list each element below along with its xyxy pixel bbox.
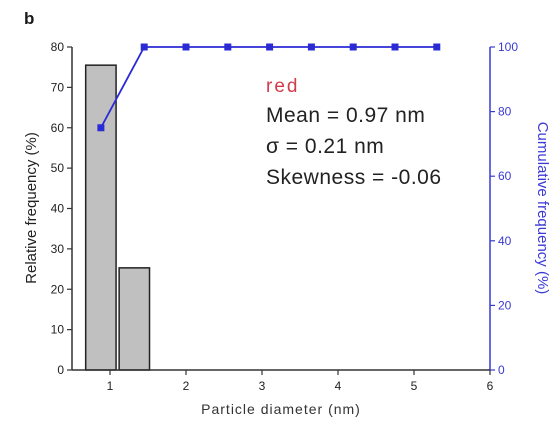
x-axis-label: Particle diameter (nm) — [201, 401, 361, 417]
cumulative-point — [140, 43, 148, 51]
histogram-bar — [84, 64, 117, 371]
y-tick-label: 50 — [51, 161, 65, 175]
panel-label: b — [24, 9, 34, 28]
x-tick-label: 6 — [487, 379, 494, 393]
x-tick-label: 5 — [411, 379, 418, 393]
y-tick-label: 40 — [51, 202, 65, 216]
annotation-mean: Mean = 0.97 nm — [266, 104, 425, 127]
y2-tick-label: 40 — [498, 234, 512, 248]
y2-tick-label: 20 — [498, 298, 512, 312]
cumulative-point — [307, 43, 315, 51]
y-tick-label: 70 — [51, 80, 65, 94]
y-tick-label: 60 — [51, 121, 65, 135]
cumulative-point — [433, 43, 441, 51]
x-tick-label: 2 — [183, 379, 190, 393]
cumulative-point — [97, 124, 105, 132]
y2-tick-label: 60 — [498, 169, 512, 183]
cumulative-layer — [97, 43, 441, 132]
y-tick-label: 10 — [51, 323, 65, 337]
y2-axis-label: Cumulative frequency (%) — [534, 122, 551, 295]
bars-layer — [84, 64, 151, 371]
annotation-sigma: σ = 0.21 nm — [266, 135, 384, 158]
y-tick-label: 30 — [51, 242, 65, 256]
annotation-sample: red — [266, 76, 299, 97]
y2-tick-label: 80 — [498, 105, 512, 119]
ticks-layer: 0 10 20 30 40 50 60 70 80 0 20 40 60 80 100 1 2 3 4 5 6 — [51, 40, 519, 393]
cumulative-point — [266, 43, 274, 51]
y-axis-label: Relative frequency (%) — [23, 132, 40, 284]
y-tick-label: 0 — [57, 363, 64, 377]
x-tick-label: 4 — [335, 379, 342, 393]
y2-tick-label: 0 — [498, 363, 505, 377]
y2-tick-label: 100 — [498, 40, 518, 54]
y-tick-label: 20 — [51, 282, 65, 296]
cumulative-point — [182, 43, 190, 51]
y-tick-label: 80 — [51, 40, 65, 54]
histogram-bar — [118, 267, 151, 371]
x-tick-label: 1 — [107, 379, 114, 393]
cumulative-point — [224, 43, 232, 51]
x-tick-label: 3 — [259, 379, 266, 393]
cumulative-point — [391, 43, 399, 51]
cumulative-point — [349, 43, 357, 51]
annotation-skewness: Skewness = -0.06 — [266, 166, 442, 189]
